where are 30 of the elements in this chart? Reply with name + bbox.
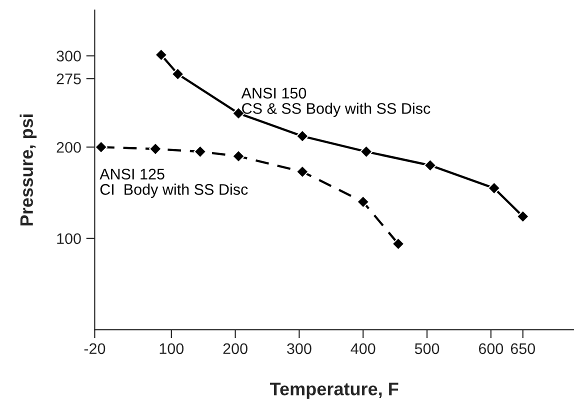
point [488, 182, 501, 195]
y-tick-label: 200 [56, 142, 81, 153]
point [392, 237, 405, 250]
x-tick-label: 100 [160, 343, 184, 354]
y-tick-label: 100 [57, 233, 81, 244]
x-tick-label: -20 [84, 343, 106, 354]
point [424, 158, 437, 172]
point [149, 142, 162, 156]
y-axis-title: Pressure, psi [20, 114, 37, 226]
y-tick-label: 300 [56, 50, 81, 62]
point [296, 130, 309, 143]
x-tick-label: 200 [223, 343, 248, 354]
point [516, 210, 530, 223]
point [171, 68, 184, 80]
point [94, 140, 108, 154]
x-tick-label: 400 [350, 343, 376, 354]
x-tick-label: 500 [414, 343, 440, 354]
point [360, 145, 373, 158]
x-axis-title: Temperature, F [270, 382, 398, 399]
point [296, 165, 309, 178]
series-label: ANSI 150 CS & SS Body with SS Disc [241, 88, 430, 117]
point [232, 150, 245, 163]
x-tick-label: 600 [478, 343, 504, 354]
point [194, 145, 207, 158]
series-label: ANSI 125 CI Body with SS Disc [100, 168, 248, 198]
y-tick-label: 275 [56, 74, 81, 84]
x-tick-label: 300 [287, 343, 312, 354]
point [154, 48, 168, 62]
x-tick-label: 650 [510, 343, 536, 354]
point [356, 195, 370, 208]
